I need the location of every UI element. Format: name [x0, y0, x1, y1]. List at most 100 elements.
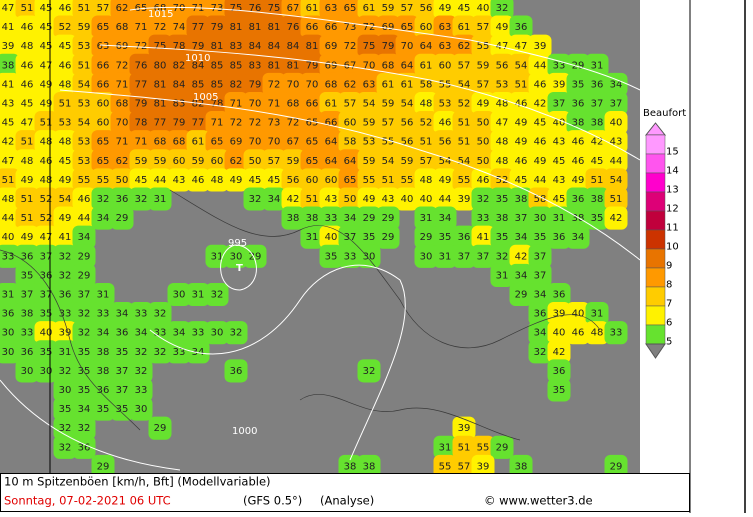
gust-value: 45 — [515, 175, 528, 186]
wind-cell — [205, 15, 229, 39]
gust-value: 68 — [287, 99, 300, 110]
gust-value: 45 — [591, 156, 604, 167]
gust-value: 37 — [553, 99, 566, 110]
wind-cell — [186, 130, 210, 154]
gust-value: 69 — [116, 41, 129, 52]
gust-value: 32 — [78, 309, 91, 320]
wind-cell — [357, 91, 381, 116]
wind-cell — [148, 416, 172, 440]
gust-value: 73 — [344, 22, 357, 33]
gust-value: 61 — [382, 79, 395, 90]
wind-cell — [129, 149, 153, 173]
wind-cell — [15, 359, 39, 383]
wind-cell — [395, 53, 419, 77]
gust-value: 46 — [21, 60, 34, 71]
wind-cell — [72, 149, 96, 173]
wind-cell — [110, 53, 134, 77]
wind-cell — [585, 91, 609, 116]
wind-cell — [528, 340, 552, 364]
wind-cell — [91, 130, 115, 154]
wind-cell — [129, 0, 153, 20]
wind-cell — [224, 149, 248, 173]
gust-value: 38 — [363, 461, 376, 472]
wind-cell — [53, 397, 77, 421]
gust-value: 41 — [2, 79, 15, 90]
wind-cell — [547, 321, 571, 345]
gust-value: 31 — [97, 290, 110, 301]
gust-value: 59 — [401, 156, 414, 167]
wind-cell — [281, 34, 305, 58]
gust-value: 54 — [59, 194, 72, 205]
gust-value: 72 — [230, 118, 243, 129]
wind-cell — [15, 53, 39, 77]
gust-value: 47 — [2, 156, 15, 167]
gust-value: 84 — [249, 41, 262, 52]
gust-value: 33 — [477, 213, 490, 224]
gust-value: 64 — [325, 156, 338, 167]
gust-value: 59 — [382, 3, 395, 14]
gust-value: 51 — [21, 137, 34, 148]
wind-cell — [15, 282, 39, 307]
wind-cell — [528, 34, 552, 58]
gust-value: 48 — [496, 99, 509, 110]
gust-value: 56 — [439, 137, 452, 148]
gust-value: 65 — [97, 22, 110, 33]
gust-value: 81 — [306, 41, 319, 52]
wind-cell — [395, 15, 419, 39]
gust-value: 79 — [382, 41, 395, 52]
legend-label: 9 — [666, 261, 672, 272]
wind-cell — [148, 130, 172, 154]
wind-cell — [129, 130, 153, 154]
gust-value: 60 — [211, 156, 224, 167]
wind-cell — [110, 378, 134, 402]
wind-cell — [300, 225, 324, 249]
wind-cell — [300, 206, 324, 230]
wind-cell — [376, 34, 400, 58]
wind-cell — [509, 454, 533, 478]
wind-cell — [0, 225, 20, 249]
gust-value: 31 — [154, 194, 167, 205]
legend-swatch — [645, 286, 666, 307]
wind-cell — [15, 206, 39, 230]
gust-value: 72 — [344, 41, 357, 52]
wind-cell — [53, 130, 77, 154]
gust-value: 49 — [515, 137, 528, 148]
wind-cell — [262, 130, 286, 154]
wind-cell — [243, 111, 267, 135]
wind-cell — [395, 91, 419, 116]
gust-value: 49 — [21, 232, 34, 243]
wind-cell — [148, 72, 172, 96]
gust-value: 33 — [325, 213, 338, 224]
wind-cell — [376, 111, 400, 135]
gust-value: 49 — [40, 79, 53, 90]
gust-value: 56 — [401, 137, 414, 148]
wind-cell — [338, 72, 362, 96]
wind-cell — [262, 15, 286, 39]
wind-cell — [357, 111, 381, 135]
gust-value: 40 — [325, 232, 338, 243]
gust-value: 43 — [553, 175, 566, 186]
gust-value: 29 — [572, 60, 585, 71]
gust-value: 39 — [458, 194, 471, 205]
gust-value: 55 — [477, 442, 490, 453]
wind-cell — [186, 111, 210, 135]
gust-value: 55 — [458, 175, 471, 186]
wind-cell — [91, 282, 115, 307]
gust-value: 50 — [249, 156, 262, 167]
gust-value: 32 — [249, 194, 262, 205]
wind-cell — [395, 34, 419, 58]
gust-value: 46 — [477, 175, 490, 186]
gust-value: 68 — [382, 60, 395, 71]
gust-value: 32 — [78, 423, 91, 434]
wind-cell — [452, 130, 476, 154]
gust-value: 66 — [97, 79, 110, 90]
gust-value: 34 — [515, 270, 528, 281]
gust-value: 38 — [344, 461, 357, 472]
gust-value: 78 — [211, 99, 224, 110]
gust-value: 81 — [211, 41, 224, 52]
gust-value: 31 — [192, 290, 205, 301]
gust-value: 54 — [401, 99, 414, 110]
wind-cell — [490, 168, 514, 192]
wind-cell — [129, 72, 153, 96]
